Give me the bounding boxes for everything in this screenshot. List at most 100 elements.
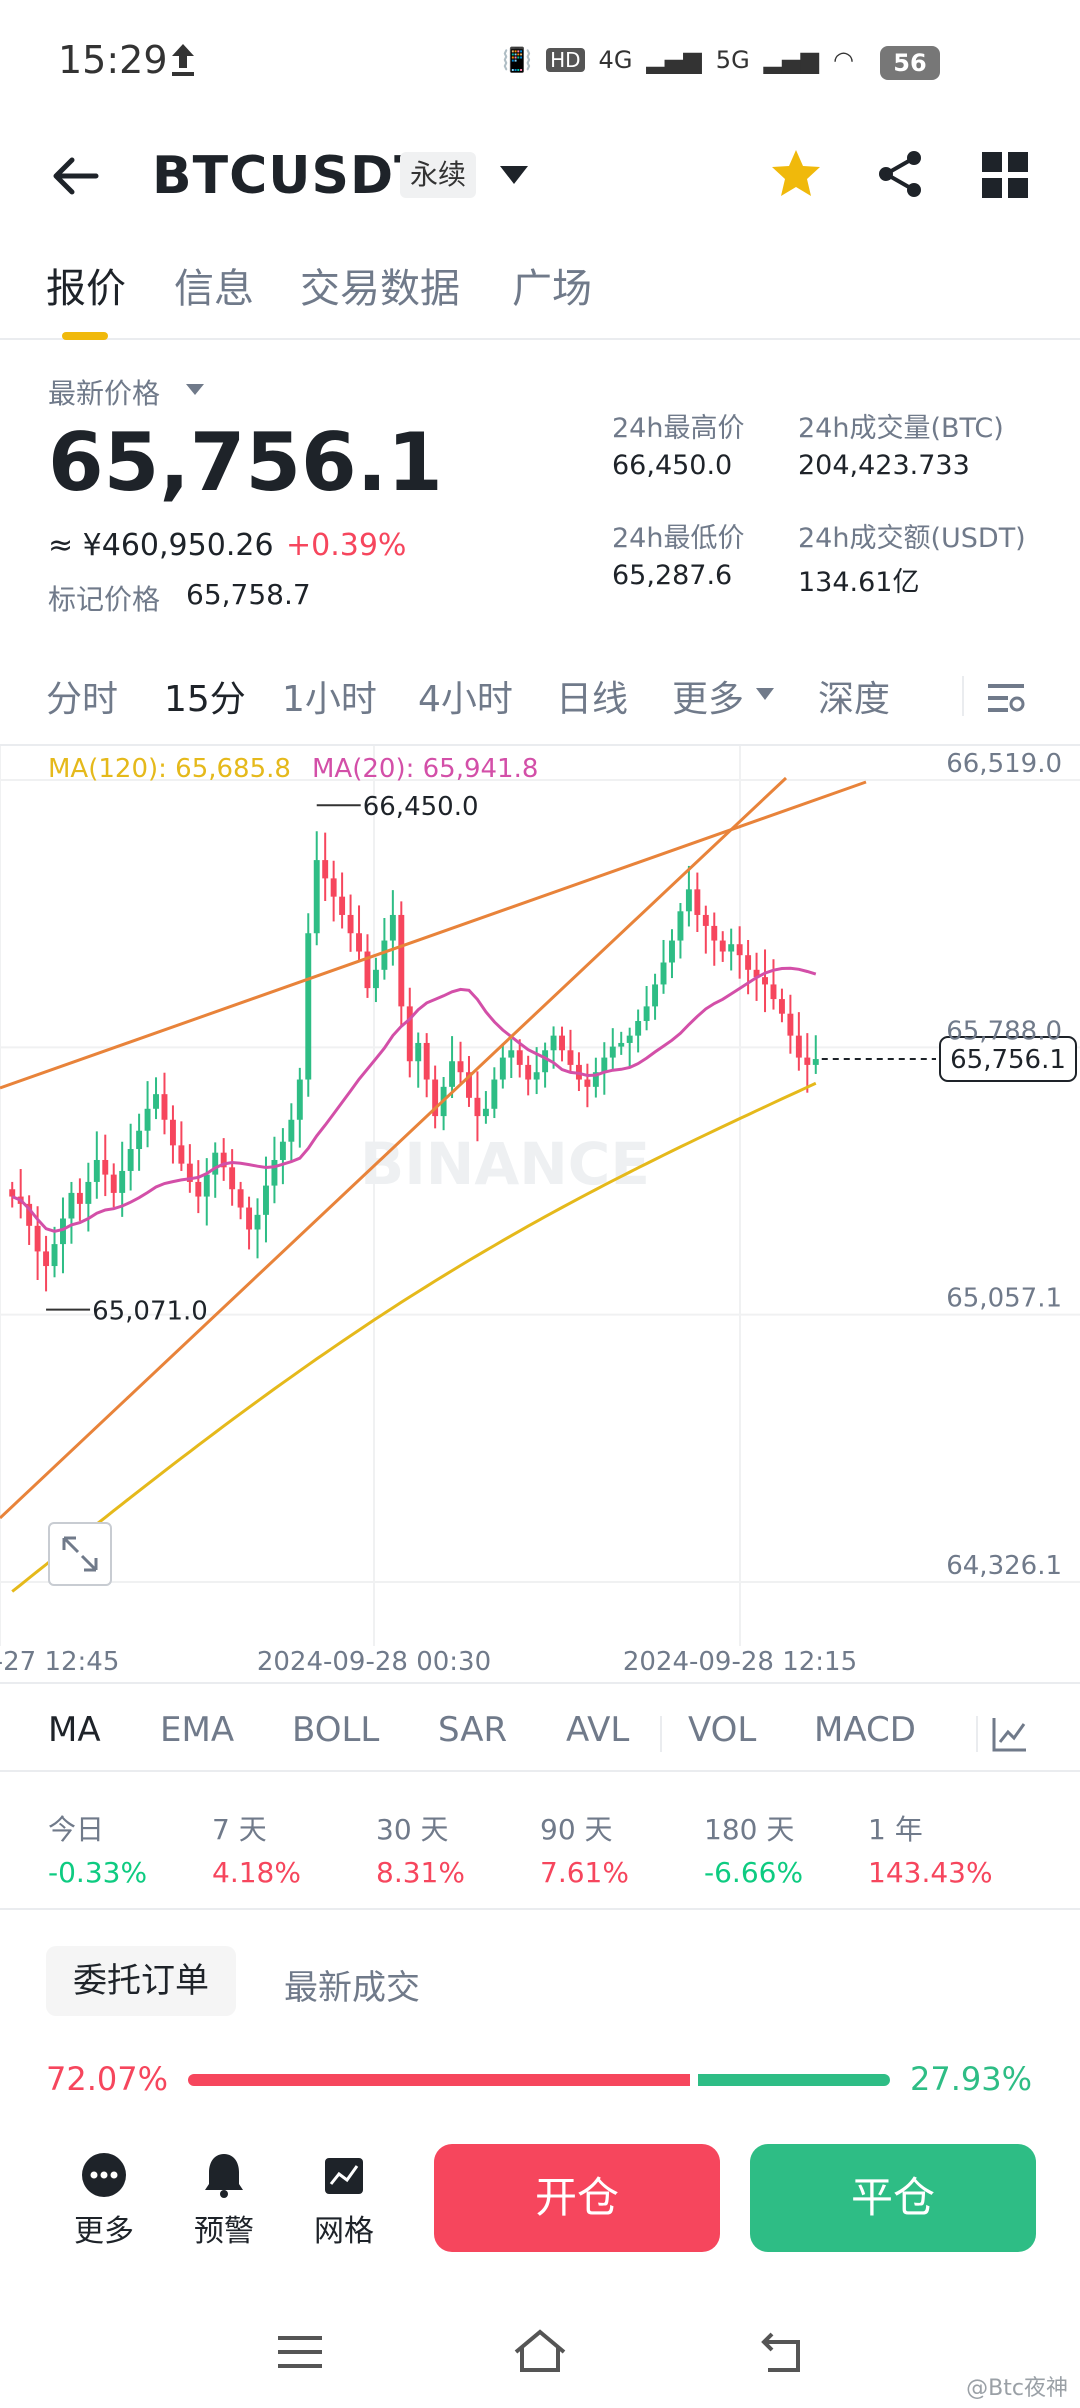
indicator-boll[interactable]: BOLL <box>292 1710 380 1750</box>
price-type-dropdown-icon[interactable] <box>186 384 204 395</box>
interval-time[interactable]: 分时 <box>46 679 119 720</box>
high-marker-label: 66,450.0 <box>363 792 479 822</box>
open-position-button[interactable]: 开仓 <box>434 2144 720 2252</box>
back-nav-icon[interactable] <box>752 2322 812 2382</box>
indicator-ema[interactable]: EMA <box>160 1710 235 1750</box>
divider <box>976 1716 978 1752</box>
candle-body <box>787 1013 794 1036</box>
more-button[interactable]: 更多 <box>54 2150 154 2250</box>
indicator-sar[interactable]: SAR <box>438 1710 508 1750</box>
candlestick-chart[interactable]: BINANCE 66,450.0 65,071.0 65,756.1 66,519.0 6… <box>0 746 1080 1682</box>
candle-body <box>736 944 743 956</box>
perf-value: 143.43% <box>868 1856 993 1889</box>
candle-body <box>499 1057 506 1080</box>
chart-type-icon[interactable] <box>990 1714 1030 1754</box>
candle-body <box>313 860 320 934</box>
candle-body <box>482 1108 489 1117</box>
candle-body <box>677 911 684 941</box>
tab-square[interactable]: 广场 <box>512 266 592 312</box>
ma20-line <box>11 966 817 1233</box>
home-icon[interactable] <box>510 2322 570 2382</box>
binance-watermark: BINANCE <box>360 1130 650 1198</box>
candle-body <box>804 1057 811 1065</box>
perf-label: 30 天 <box>376 1813 449 1846</box>
current-price-label: 65,756.1 <box>950 1045 1066 1075</box>
candle-body <box>415 1042 422 1062</box>
tab-order-book[interactable]: 委托订单 <box>46 1946 236 2016</box>
more-dropdown-icon[interactable] <box>756 688 774 700</box>
candle-body <box>795 1035 802 1058</box>
candle-body <box>728 944 735 952</box>
share-icon[interactable] <box>872 146 928 202</box>
signal-icon-2: ▂▄▆ <box>763 46 820 74</box>
candle-body <box>220 1152 227 1168</box>
candle-body <box>660 962 667 985</box>
candle-body <box>26 1203 33 1226</box>
price-change: +0.39% <box>286 528 407 563</box>
interval-4h[interactable]: 4小时 <box>418 679 513 720</box>
candle-body <box>43 1251 50 1267</box>
interval-more[interactable]: 更多 <box>672 679 745 720</box>
buy-ratio: 72.07% <box>46 2060 169 2098</box>
last-price: 65,756.1 <box>48 416 443 509</box>
volume-usdt-label: 24h成交额(USDT) <box>798 523 1026 554</box>
indicator-bar: MA EMA BOLL SAR AVL VOL MACD <box>0 1700 1080 1772</box>
indicator-macd[interactable]: MACD <box>814 1710 916 1750</box>
candle-body <box>110 1174 117 1193</box>
symbol-dropdown-icon[interactable] <box>500 166 528 184</box>
indicator-avl[interactable]: AVL <box>566 1710 630 1750</box>
tab-trading-data[interactable]: 交易数据 <box>300 266 460 312</box>
chart-settings-icon[interactable] <box>986 678 1026 718</box>
sell-ratio-bar <box>698 2074 890 2086</box>
expand-chart-button[interactable] <box>48 1522 112 1586</box>
interval-daily[interactable]: 日线 <box>556 679 629 720</box>
candle-body <box>372 969 379 989</box>
network-4g-icon: 4G <box>598 46 633 74</box>
menu-icon[interactable] <box>270 2322 330 2382</box>
alert-button[interactable]: 预警 <box>174 2150 274 2250</box>
indicator-vol[interactable]: VOL <box>688 1710 757 1750</box>
tab-quote[interactable]: 报价 <box>46 266 126 312</box>
interval-depth[interactable]: 深度 <box>818 679 891 720</box>
candle-body <box>381 940 388 970</box>
tab-info[interactable]: 信息 <box>174 266 254 312</box>
grid-button[interactable]: 网格 <box>294 2150 394 2250</box>
interval-1h[interactable]: 1小时 <box>282 679 377 720</box>
grid-menu-icon[interactable] <box>980 150 1030 200</box>
candle-body <box>398 914 405 1007</box>
perf-value: -0.33% <box>48 1856 148 1889</box>
volume-usdt-value: 134.61亿 <box>798 567 920 598</box>
candle-body <box>491 1079 498 1109</box>
vibrate-icon: 📳 <box>502 46 533 74</box>
candle-body <box>322 860 329 879</box>
expand-icon <box>62 1536 98 1572</box>
indicator-ma[interactable]: MA <box>48 1710 101 1750</box>
header: BTCUSDT 永续 <box>0 124 1080 234</box>
symbol-title[interactable]: BTCUSDT <box>152 146 431 206</box>
price-chart[interactable]: BINANCE 66,450.0 65,071.0 65,756.1 66,519.0 6… <box>0 744 1080 1684</box>
interval-15m[interactable]: 15分 <box>164 679 246 720</box>
perf-label: 今日 <box>48 1813 105 1846</box>
candle-body <box>508 1050 515 1058</box>
back-arrow-icon[interactable] <box>48 148 104 204</box>
mark-price: 65,758.7 <box>186 578 311 611</box>
ma20-label: MA(20): 65,941.8 <box>312 754 539 784</box>
candle-body <box>127 1149 134 1171</box>
last-price-label[interactable]: 最新价格 <box>48 377 161 410</box>
high-24h-label: 24h最高价 <box>612 413 745 444</box>
candle-body <box>144 1108 151 1131</box>
status-icons: 📳 HD 4G ▂▄▆ 5G ▂▄▆ ◠ <box>502 40 854 80</box>
tab-latest-trades[interactable]: 最新成交 <box>284 1968 420 2008</box>
candle-body <box>136 1130 143 1150</box>
candle-body <box>592 1072 599 1087</box>
candle-body <box>711 925 718 941</box>
high-24h-value: 66,450.0 <box>612 450 733 481</box>
favorite-star-icon[interactable] <box>768 146 824 202</box>
candle-body <box>533 1072 540 1080</box>
candle-body <box>68 1192 75 1219</box>
perf-value: 8.31% <box>376 1856 465 1889</box>
candle-body <box>296 1079 303 1120</box>
sell-ratio: 27.93% <box>909 2060 1032 2098</box>
close-position-button[interactable]: 平仓 <box>750 2144 1036 2252</box>
perf-label: 90 天 <box>540 1813 613 1846</box>
